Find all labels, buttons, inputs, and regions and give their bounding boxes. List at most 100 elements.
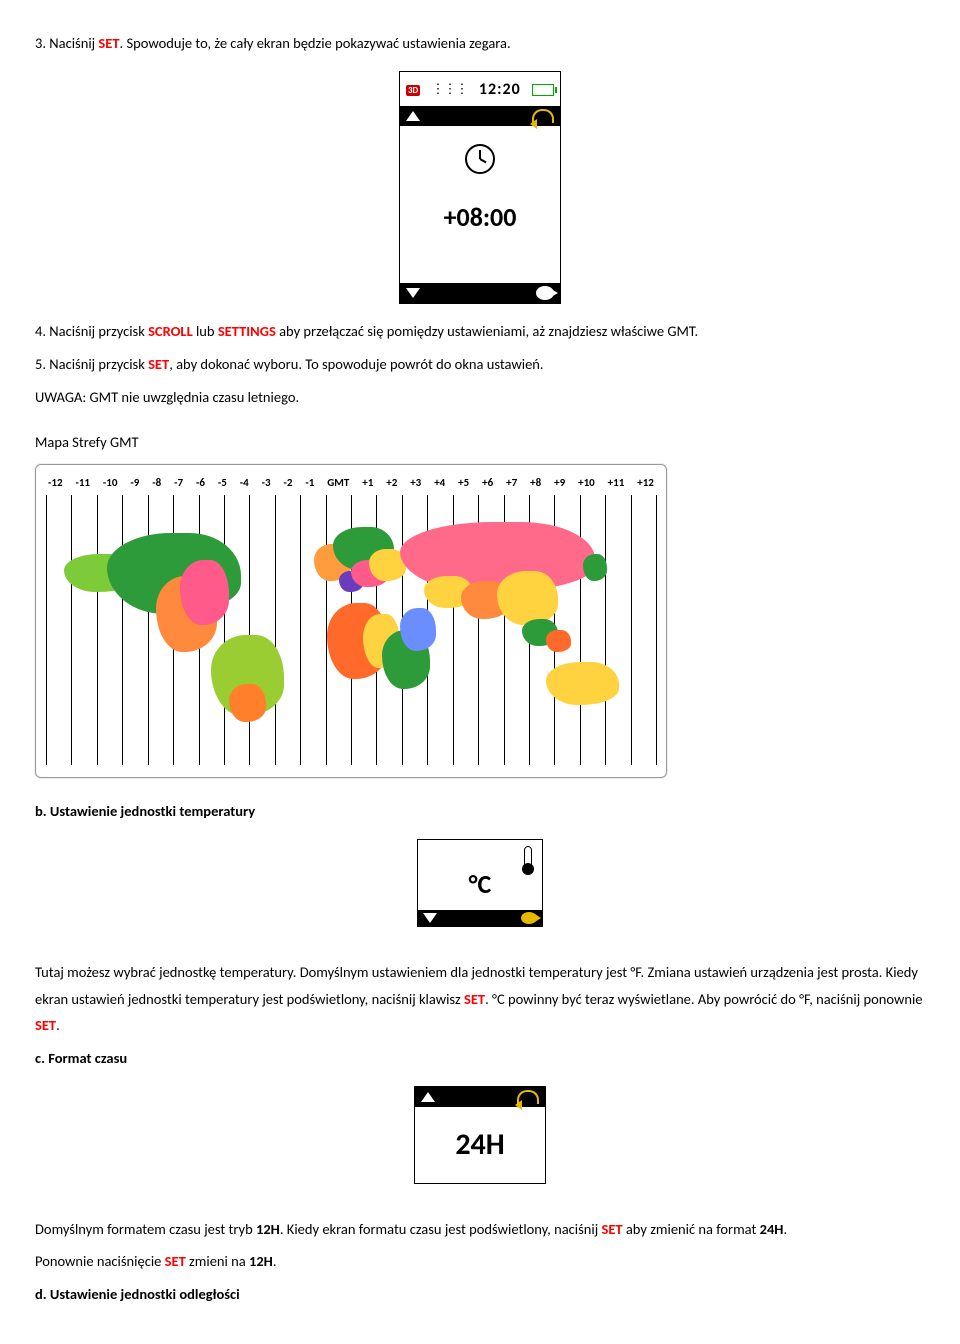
zone-label: +2 xyxy=(386,473,397,493)
map-region xyxy=(583,554,607,581)
map-region xyxy=(546,630,570,652)
text: , aby dokonać wyboru. To spowoduje powró… xyxy=(169,355,543,373)
step-3: 3. Naciśnij SET. Spowoduje to, że cały e… xyxy=(35,30,925,57)
zone-label: -11 xyxy=(75,473,90,493)
map-region xyxy=(180,560,229,625)
bottom-button-row xyxy=(400,283,560,303)
zone-label: +11 xyxy=(608,473,625,493)
back-icon[interactable] xyxy=(532,109,554,123)
meridian-line xyxy=(249,495,250,765)
keyword-set: SET xyxy=(165,1252,186,1270)
temperature-unit-screen: °C xyxy=(417,839,543,927)
section-d-title: d. Ustawienie jednostki odległości xyxy=(35,1281,925,1308)
meridian-line xyxy=(46,495,47,765)
temperature-paragraph: Tutaj możesz wybrać jednostkę temperatur… xyxy=(35,959,925,1039)
up-arrow-icon[interactable] xyxy=(421,1092,435,1102)
status-bar: 3D ⋮⋮⋮ 12:20 xyxy=(400,72,560,105)
text: aby przełączać się pomiędzy ustawieniami… xyxy=(276,322,698,340)
gmt-zone-map: -12-11-10-9-8-7-6-5-4-3-2-1GMT+1+2+3+4+5… xyxy=(35,464,667,778)
zone-label: -7 xyxy=(174,473,183,493)
keyword-12h: 12H xyxy=(249,1252,273,1270)
text: 3. Naciśnij xyxy=(35,34,98,52)
step-4: 4. Naciśnij przycisk SCROLL lub SETTINGS… xyxy=(35,318,925,345)
meridian-line xyxy=(300,495,301,765)
map-zone-labels: -12-11-10-9-8-7-6-5-4-3-2-1GMT+1+2+3+4+5… xyxy=(46,473,656,495)
text: 5. Naciśnij przycisk xyxy=(35,355,148,373)
top-button-row xyxy=(400,106,560,126)
zone-label: +3 xyxy=(410,473,421,493)
map-region xyxy=(229,684,266,722)
text: aby zmienić na format xyxy=(623,1220,760,1238)
zone-label: -9 xyxy=(130,473,139,493)
temperature-unit-value: °C xyxy=(426,846,534,910)
status-time: 12:20 xyxy=(479,75,521,105)
text: . Spowoduje to, że cały ekran będzie pok… xyxy=(120,34,511,52)
zone-label: +5 xyxy=(458,473,469,493)
meridian-line xyxy=(631,495,632,765)
enter-icon[interactable] xyxy=(536,286,554,300)
meridian-line xyxy=(275,495,276,765)
screen-body: +08:00 xyxy=(400,126,560,281)
clock-icon xyxy=(465,144,495,174)
gmt-offset-value: +08:00 xyxy=(400,193,560,241)
down-arrow-icon[interactable] xyxy=(406,288,420,298)
map-region xyxy=(546,662,619,705)
text: . xyxy=(783,1220,787,1238)
map-area xyxy=(46,495,656,765)
format-paragraph-2: Ponownie naciśnięcie SET zmieni na 12H. xyxy=(35,1248,925,1275)
text: zmieni na xyxy=(186,1252,249,1270)
keyword-settings: SETTINGS xyxy=(218,322,276,340)
thermometer-icon xyxy=(524,846,532,868)
zone-label: -10 xyxy=(103,473,118,493)
text: 4. Naciśnij przycisk xyxy=(35,322,148,340)
keyword-24h: 24H xyxy=(760,1220,784,1238)
zone-label: -8 xyxy=(152,473,161,493)
meridian-line xyxy=(656,495,657,765)
meridian-line xyxy=(224,495,225,765)
zone-label: +4 xyxy=(434,473,445,493)
text: Ponownie naciśnięcie xyxy=(35,1252,165,1270)
top-button-row xyxy=(415,1087,545,1107)
zone-label: +10 xyxy=(578,473,595,493)
back-icon[interactable] xyxy=(517,1090,539,1104)
section-c-title: c. Format czasu xyxy=(35,1045,925,1072)
zone-label: -12 xyxy=(48,473,63,493)
map-region xyxy=(497,571,558,625)
text: . °C powinny być teraz wyświetlane. Aby … xyxy=(485,990,922,1008)
zone-label: -2 xyxy=(283,473,292,493)
bottom-button-row xyxy=(418,910,542,926)
map-region xyxy=(400,608,437,651)
keyword-set: SET xyxy=(98,34,119,52)
zone-label: -6 xyxy=(196,473,205,493)
keyword-set: SET xyxy=(148,355,169,373)
zone-label: +1 xyxy=(362,473,373,493)
gmt-note: UWAGA: GMT nie uwzględnia czasu letniego… xyxy=(35,384,925,411)
text: . Kiedy ekran formatu czasu jest podświe… xyxy=(280,1220,602,1238)
zone-label: -3 xyxy=(262,473,271,493)
meridian-line xyxy=(97,495,98,765)
down-arrow-icon[interactable] xyxy=(423,913,437,923)
zone-label: +9 xyxy=(554,473,565,493)
meridian-line xyxy=(71,495,72,765)
enter-icon[interactable] xyxy=(521,912,537,924)
text: Domyślnym formatem czasu jest tryb xyxy=(35,1220,256,1238)
zone-label: -5 xyxy=(218,473,227,493)
zone-label: +7 xyxy=(506,473,517,493)
keyword-set: SET xyxy=(35,1016,56,1034)
clock-settings-screen: 3D ⋮⋮⋮ 12:20 +08:00 xyxy=(399,71,561,305)
zone-label: +8 xyxy=(530,473,541,493)
keyword-12h: 12H xyxy=(256,1220,280,1238)
text: . xyxy=(56,1016,60,1034)
text: lub xyxy=(193,322,218,340)
zone-label: GMT xyxy=(327,473,349,493)
step-5: 5. Naciśnij przycisk SET, aby dokonać wy… xyxy=(35,351,925,378)
zone-label: +12 xyxy=(637,473,654,493)
section-b-title: b. Ustawienie jednostki temperatury xyxy=(35,798,925,825)
text: . xyxy=(273,1252,277,1270)
gps-icon: 3D xyxy=(406,79,420,101)
keyword-set: SET xyxy=(464,990,485,1008)
up-arrow-icon[interactable] xyxy=(406,111,420,121)
map-title: Mapa Strefy GMT xyxy=(35,429,925,456)
meridian-line xyxy=(122,495,123,765)
format-paragraph-1: Domyślnym formatem czasu jest tryb 12H. … xyxy=(35,1216,925,1243)
